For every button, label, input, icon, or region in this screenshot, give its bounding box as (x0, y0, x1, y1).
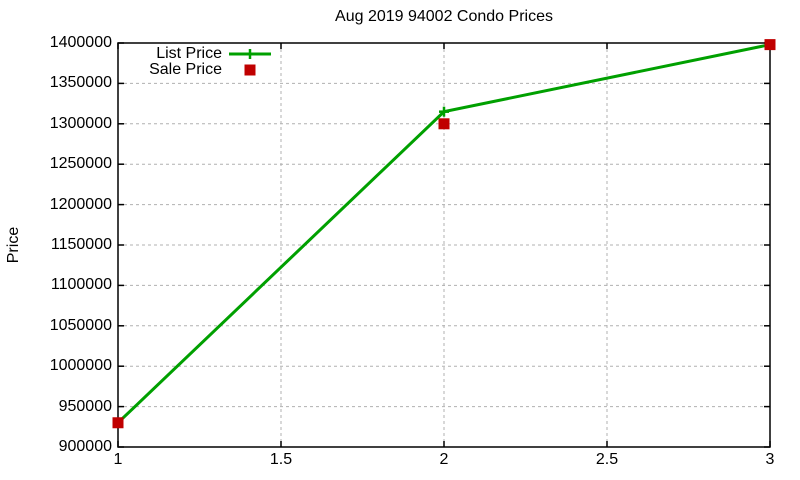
y-tick-label: 1000000 (49, 357, 112, 375)
y-tick-label: 900000 (58, 438, 112, 455)
y-tick-label: 1100000 (50, 276, 112, 294)
x-tick-label: 1 (113, 451, 123, 468)
legend-label-sale-price: Sale Price (149, 61, 222, 78)
y-tick-label: 1250000 (49, 155, 112, 173)
x-tick-label: 2.5 (595, 451, 619, 468)
y-tick-label: 1200000 (49, 195, 112, 213)
y-tick-label: 1400000 (49, 34, 112, 51)
x-tick-label: 1.5 (269, 451, 293, 468)
x-tick-label: 3 (765, 451, 775, 468)
chart-title: Aug 2019 94002 Condo Prices (335, 8, 553, 25)
series-point-sale-price (438, 118, 450, 130)
sale-price-square-icon (244, 64, 256, 76)
legend-item-list-price: List Price (122, 46, 272, 62)
series-point-sale-price (764, 39, 776, 51)
series-point-sale-price (112, 417, 124, 429)
y-tick-label: 950000 (58, 397, 112, 415)
y-tick-label: 1050000 (49, 316, 112, 334)
y-tick-label: 1150000 (50, 236, 112, 253)
legend-label-list-price: List Price (156, 45, 222, 62)
y-tick-label: 1350000 (49, 74, 112, 92)
x-tick-label: 2 (439, 451, 449, 468)
y-tick-label: 1300000 (49, 114, 112, 132)
legend-square-sample (244, 64, 256, 76)
legend-item-sale-price: Sale Price (122, 62, 272, 78)
legend: List Price Sale Price (122, 46, 272, 78)
list-price-line-plus-icon (229, 49, 271, 59)
